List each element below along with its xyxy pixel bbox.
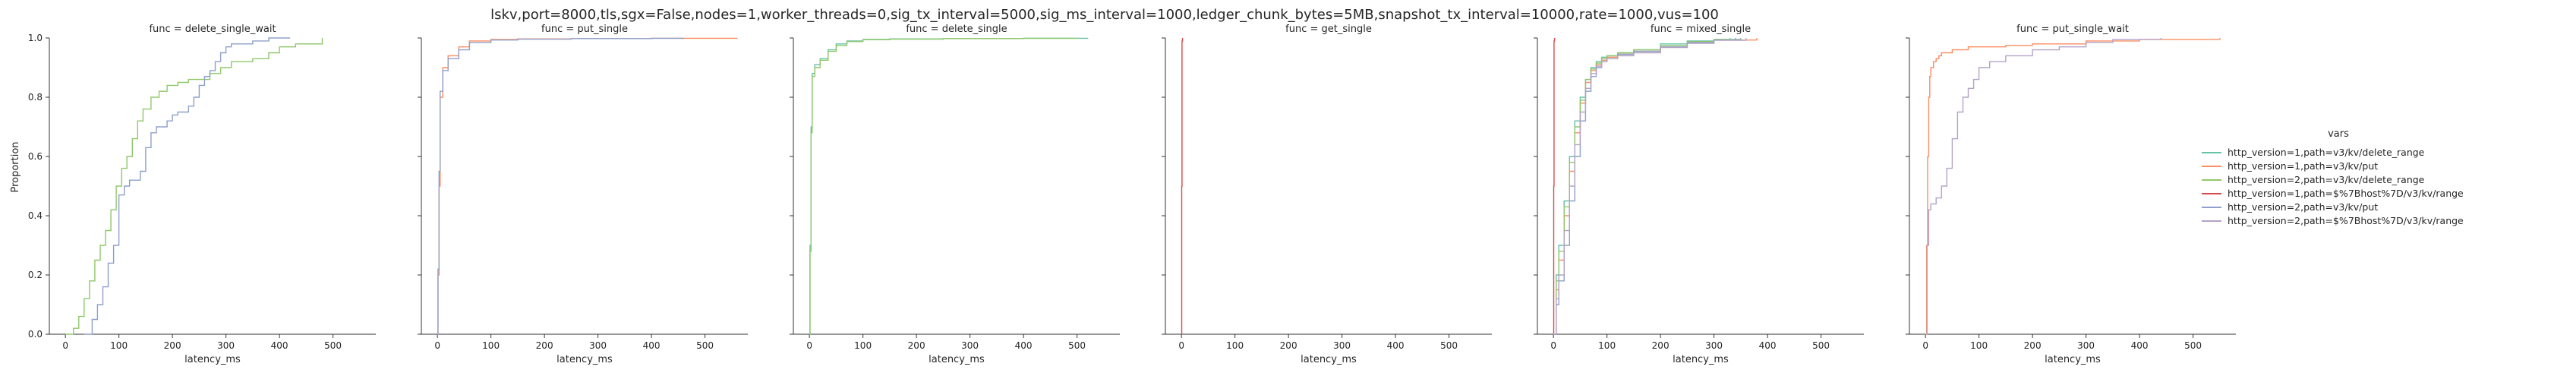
series-line xyxy=(1925,38,2161,335)
x-tick-label: 200 xyxy=(164,340,181,351)
x-tick-label: 300 xyxy=(1333,340,1351,351)
x-tick-label: 500 xyxy=(324,340,342,351)
x-tick-label: 100 xyxy=(854,340,872,351)
y-tick-label: 0.4 xyxy=(28,210,43,221)
facet-panel: func = put_single 0 100 200 300 400 500 latency… xyxy=(418,24,748,365)
series-line xyxy=(1925,38,2221,335)
legend-title: vars xyxy=(2328,128,2349,140)
series-line xyxy=(809,37,1078,335)
series-line xyxy=(809,37,1089,335)
series-line xyxy=(1553,38,1742,335)
x-tick-label: 400 xyxy=(1759,340,1777,351)
y-tick-label: 0.0 xyxy=(28,329,43,340)
panel-title: func = delete_single_wait xyxy=(149,24,276,35)
x-tick-label: 0 xyxy=(1178,340,1184,351)
legend-label: http_version=2,path=v3/kv/put xyxy=(2228,201,2378,213)
x-axis-label: latency_ms xyxy=(1301,354,1357,365)
y-tick-label: 0.2 xyxy=(28,270,43,280)
x-tick-label: 0 xyxy=(1550,340,1556,351)
series-line xyxy=(1181,38,1184,335)
x-tick-label: 100 xyxy=(1598,340,1616,351)
x-tick-label: 400 xyxy=(1015,340,1033,351)
x-tick-label: 500 xyxy=(1812,340,1830,351)
x-axis-label: latency_ms xyxy=(929,354,985,365)
x-tick-label: 0 xyxy=(1922,340,1928,351)
x-tick-label: 200 xyxy=(2024,340,2042,351)
facet-panel: func = put_single_wait 0 100 200 300 400 500 la… xyxy=(1906,24,2236,365)
x-tick-label: 200 xyxy=(908,340,925,351)
series-line xyxy=(1553,38,1556,335)
x-axis-label: latency_ms xyxy=(2045,354,2101,365)
legend-items: http_version=1,path=v3/kv/delete_rangeht… xyxy=(2202,147,2464,226)
legend-label: http_version=1,path=v3/kv/put xyxy=(2228,160,2378,172)
x-tick-label: 300 xyxy=(1705,340,1723,351)
series-line xyxy=(1553,38,1747,335)
chart-title: lskv,port=8000,tls,sgx=False,nodes=1,wor… xyxy=(490,7,1719,23)
x-tick-label: 300 xyxy=(2077,340,2095,351)
x-tick-label: 400 xyxy=(643,340,661,351)
panel-title: func = put_single xyxy=(541,24,628,35)
facet-panel: func = delete_single_wait 0.0 0.2 0.4 0.6 0.8… xyxy=(28,24,376,365)
y-tick-label: 1.0 xyxy=(28,33,43,43)
panel-title: func = mixed_single xyxy=(1651,24,1751,35)
x-tick-label: 0 xyxy=(434,340,440,351)
legend-label: http_version=2,path=v3/kv/delete_range xyxy=(2228,174,2425,185)
legend: vars http_version=1,path=v3/kv/delete_ra… xyxy=(2202,128,2464,226)
series-line xyxy=(1553,38,1731,335)
x-tick-label: 300 xyxy=(961,340,979,351)
series-line xyxy=(1553,38,1758,335)
legend-label: http_version=1,path=v3/kv/delete_range xyxy=(2228,147,2425,158)
x-tick-label: 300 xyxy=(217,340,235,351)
x-tick-label: 300 xyxy=(589,340,607,351)
x-tick-label: 100 xyxy=(1970,340,1988,351)
x-tick-label: 400 xyxy=(1387,340,1405,351)
y-tick-label: 0.8 xyxy=(28,92,43,103)
x-tick-label: 0 xyxy=(806,340,812,351)
x-tick-label: 0 xyxy=(62,340,68,351)
x-axis-label: latency_ms xyxy=(184,354,241,365)
facet-panel: func = get_single 0 100 200 300 400 500 latency… xyxy=(1162,24,1492,365)
x-axis-label: latency_ms xyxy=(1673,354,1729,365)
legend-label: http_version=1,path=$%7Bhost%7D/v3/kv/ra… xyxy=(2228,188,2464,199)
panel-title: func = get_single xyxy=(1285,24,1372,35)
panel-title: func = put_single_wait xyxy=(2016,24,2129,35)
series-line xyxy=(65,38,323,335)
x-tick-label: 400 xyxy=(271,340,288,351)
y-tick-label: 0.6 xyxy=(28,151,43,162)
x-tick-label: 500 xyxy=(696,340,714,351)
x-tick-label: 400 xyxy=(2131,340,2149,351)
facet-panels: func = delete_single_wait 0.0 0.2 0.4 0.6 0.8… xyxy=(28,24,2236,365)
y-axis-label: Proportion xyxy=(10,141,21,192)
x-tick-label: 200 xyxy=(1652,340,1670,351)
series-line xyxy=(84,37,291,335)
x-tick-label: 100 xyxy=(482,340,500,351)
series-line xyxy=(1553,38,1736,335)
x-axis-label: latency_ms xyxy=(557,354,613,365)
x-tick-label: 100 xyxy=(1226,340,1244,351)
panel-title: func = delete_single xyxy=(906,24,1007,35)
facet-panel: func = delete_single 0 100 200 300 400 500 late… xyxy=(790,24,1120,365)
legend-label: http_version=2,path=$%7Bhost%7D/v3/kv/ra… xyxy=(2228,215,2464,226)
x-tick-label: 500 xyxy=(1068,340,1086,351)
x-tick-label: 500 xyxy=(2184,340,2202,351)
x-tick-label: 500 xyxy=(1440,340,1458,351)
x-tick-label: 100 xyxy=(110,340,128,351)
series-line xyxy=(437,37,685,335)
x-tick-label: 200 xyxy=(1280,340,1297,351)
facet-panel: func = mixed_single 0 100 200 300 400 500 laten… xyxy=(1534,24,1864,365)
x-tick-label: 200 xyxy=(536,340,553,351)
series-line xyxy=(437,37,738,335)
